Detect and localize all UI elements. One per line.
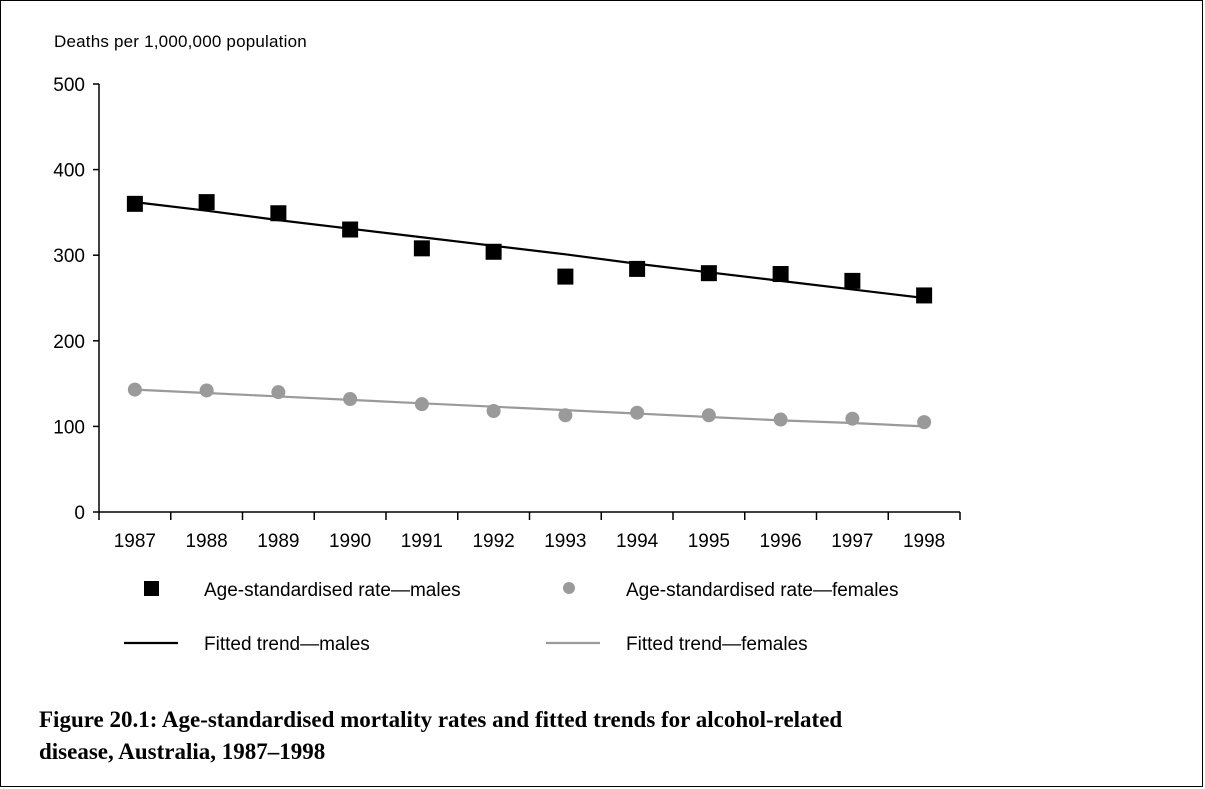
data-point-circle bbox=[773, 412, 788, 427]
y-tick-label: 200 bbox=[53, 332, 85, 353]
data-point-square bbox=[557, 268, 574, 285]
x-tick-label: 1992 bbox=[472, 531, 514, 552]
x-tick-label: 1991 bbox=[401, 531, 443, 552]
chart-area: Deaths per 1,000,000 population 0 100 200 3… bbox=[2, 2, 1203, 686]
data-point-circle bbox=[845, 411, 860, 426]
data-point-circle bbox=[271, 385, 286, 400]
data-point-circle bbox=[343, 392, 358, 407]
trend-line-3 bbox=[134, 388, 925, 428]
legend-label: Fitted trend—females bbox=[626, 634, 808, 655]
caption-line-1: Figure 20.1: Age-standardised mortality … bbox=[39, 707, 843, 732]
legend-circle-swatch bbox=[563, 582, 575, 594]
data-point-circle bbox=[127, 382, 142, 397]
trend-lines-layer bbox=[134, 201, 925, 428]
data-point-square bbox=[772, 266, 789, 283]
data-point-square bbox=[700, 265, 717, 282]
data-point-circle bbox=[486, 403, 501, 418]
x-tick-label: 1993 bbox=[544, 531, 586, 552]
x-tick-label: 1997 bbox=[831, 531, 873, 552]
figure-caption: Figure 20.1: Age-standardised mortality … bbox=[39, 704, 1159, 768]
caption-line-2: disease, Australia, 1987–1998 bbox=[39, 739, 326, 764]
data-point-square bbox=[485, 243, 502, 260]
data-point-square bbox=[270, 205, 287, 222]
legend-label: Fitted trend—males bbox=[204, 634, 370, 655]
x-tick-label: 1988 bbox=[185, 531, 227, 552]
x-tick-label: 1989 bbox=[257, 531, 299, 552]
data-point-circle bbox=[414, 397, 429, 412]
data-point-square bbox=[198, 194, 215, 211]
x-tick-label: 1995 bbox=[688, 531, 730, 552]
data-point-circle bbox=[701, 408, 716, 423]
data-point-square bbox=[126, 195, 143, 212]
legend-item: Age-standardised rate—males bbox=[144, 580, 461, 601]
data-point-circle bbox=[917, 415, 932, 430]
y-tick-label: 500 bbox=[53, 75, 85, 96]
data-points-layer bbox=[126, 194, 933, 430]
legend-item: Age-standardised rate—females bbox=[563, 580, 898, 601]
legend-label: Age-standardised rate—males bbox=[204, 580, 461, 601]
data-point-circle bbox=[630, 405, 645, 420]
x-tick-label: 1990 bbox=[329, 531, 371, 552]
legend-label: Age-standardised rate—females bbox=[626, 580, 898, 601]
data-point-square bbox=[342, 221, 359, 238]
legend-item: Fitted trend—females bbox=[546, 634, 808, 655]
y-tick-label: 300 bbox=[53, 246, 85, 267]
trend-line-2 bbox=[134, 201, 925, 300]
data-point-square bbox=[413, 240, 430, 257]
data-point-square bbox=[629, 260, 646, 277]
legend-square-swatch bbox=[144, 581, 159, 596]
data-point-square bbox=[844, 272, 861, 289]
chart-svg: 0 100 200 300 400 500 1987 1988 1989 1990 1991 1992… bbox=[53, 75, 961, 655]
axes-layer: 0 100 200 300 400 500 1987 1988 1989 1990 1991 1992… bbox=[53, 75, 961, 552]
data-point-square bbox=[916, 287, 933, 304]
x-tick-label: 1998 bbox=[903, 531, 945, 552]
x-tick-label: 1996 bbox=[759, 531, 801, 552]
legend: Age-standardised rate—males Age-standardi… bbox=[124, 580, 898, 655]
data-point-circle bbox=[199, 383, 214, 398]
y-tick-label: 100 bbox=[53, 417, 85, 438]
y-tick-label: 400 bbox=[53, 161, 85, 182]
y-axis-title: Deaths per 1,000,000 population bbox=[54, 32, 307, 51]
y-tick-label: 0 bbox=[74, 503, 85, 524]
x-tick-label: 1994 bbox=[616, 531, 659, 552]
x-tick-label: 1987 bbox=[114, 531, 156, 552]
legend-item: Fitted trend—males bbox=[124, 634, 370, 655]
data-point-circle bbox=[558, 408, 573, 423]
